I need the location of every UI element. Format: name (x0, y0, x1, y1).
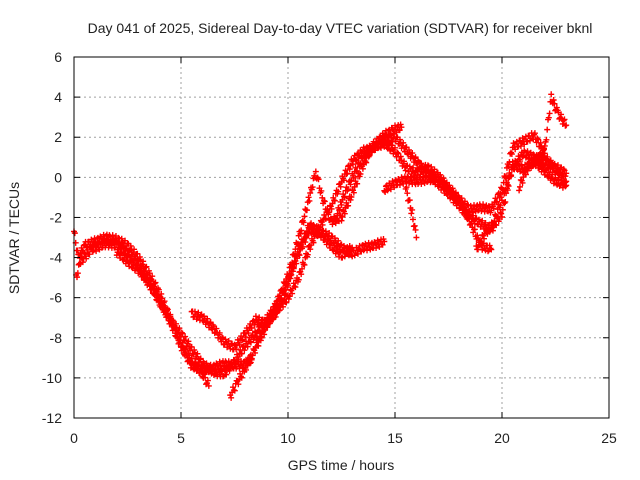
x-tick-label: 5 (177, 430, 185, 446)
y-tick-label: -8 (50, 330, 63, 346)
series-markers (402, 184, 420, 241)
x-tick-label: 15 (387, 430, 403, 446)
x-tick-label: 20 (494, 430, 510, 446)
series-track-3 (113, 223, 356, 380)
chart-title: Day 041 of 2025, Sidereal Day-to-day VTE… (88, 20, 593, 36)
series-markers (516, 151, 570, 194)
series-track-11 (516, 151, 570, 194)
y-tick-label: 4 (54, 89, 62, 105)
axis-ticks: 0 5 10 15 20 25 -12 -10 -8 -6 -4 -2 0 2 4 6 (42, 49, 617, 446)
series-track-6 (252, 131, 570, 350)
y-tick-label: -10 (42, 370, 62, 386)
x-tick-label: 10 (280, 430, 296, 446)
series-markers (252, 131, 570, 350)
x-axis-label: GPS time / hours (288, 457, 395, 473)
x-tick-label: 0 (70, 430, 78, 446)
y-tick-label: 6 (54, 49, 62, 65)
x-tick-label: 25 (601, 430, 617, 446)
series-markers (113, 223, 356, 380)
grid-lines (74, 57, 609, 418)
y-tick-label: -2 (50, 209, 63, 225)
series-markers (533, 91, 570, 164)
y-tick-label: 2 (54, 129, 62, 145)
series-track-12 (533, 91, 570, 164)
y-tick-label: -6 (50, 290, 63, 306)
series-track-5 (227, 121, 405, 401)
series-track-9 (402, 184, 420, 241)
y-tick-label: -12 (42, 410, 62, 426)
data-markers (71, 91, 570, 401)
series-markers (227, 121, 405, 401)
y-tick-label: -4 (50, 250, 63, 266)
y-tick-label: 0 (54, 169, 62, 185)
y-axis-label: SDTVAR / TECUs (6, 182, 22, 294)
plot-frame (73, 56, 610, 419)
